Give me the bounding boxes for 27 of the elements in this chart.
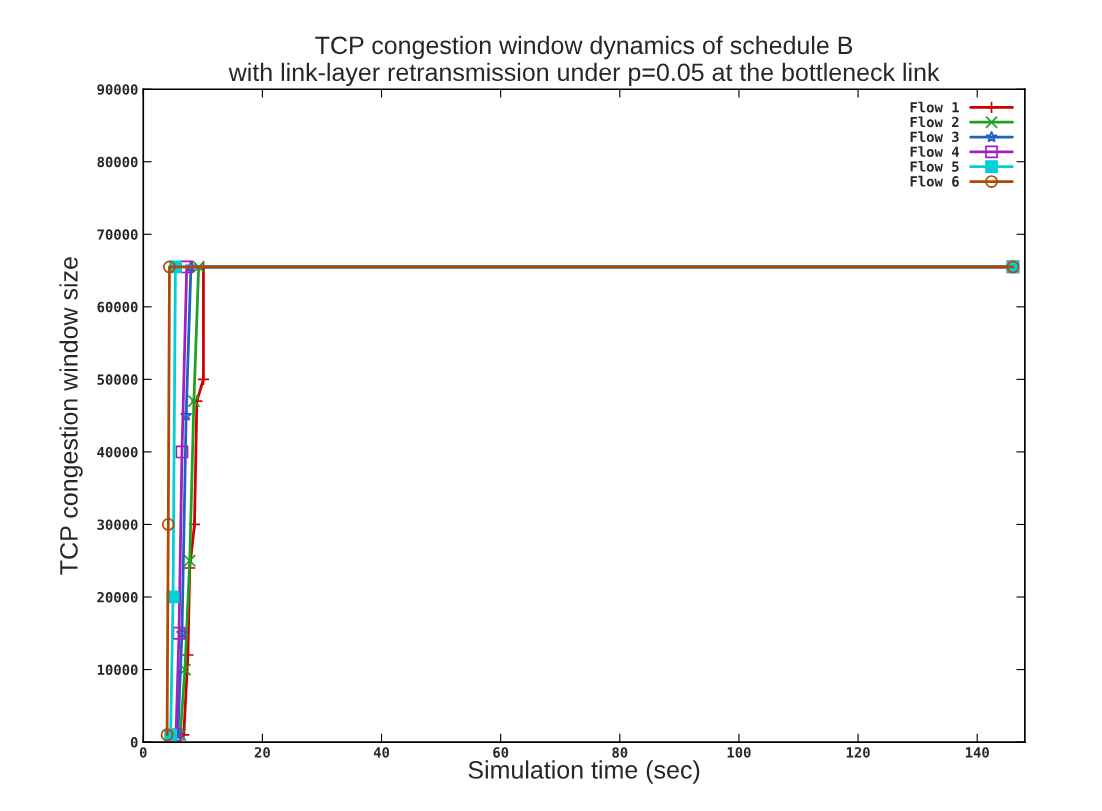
x-tick-label: 40 xyxy=(373,747,390,758)
x-tick-label: 80 xyxy=(612,747,628,758)
y-tick-label: 20000 xyxy=(97,591,138,603)
x-axis-title: Simulation time (sec) xyxy=(468,760,700,784)
x-tick-label: 0 xyxy=(139,747,147,758)
y-tick-label: 10000 xyxy=(97,664,138,675)
y-tick-label: 80000 xyxy=(97,156,138,168)
x-tick-label: 140 xyxy=(965,747,989,758)
legend-label: Flow 5 xyxy=(910,161,959,172)
y-tick-label: 90000 xyxy=(97,84,138,95)
y-tick-label: 30000 xyxy=(97,519,138,530)
y-axis-title: TCP congestion window size xyxy=(59,257,83,575)
y-tick-label: 70000 xyxy=(97,229,138,240)
legend-label: Flow 1 xyxy=(910,101,959,113)
legend-label: Flow 3 xyxy=(910,131,959,143)
x-tick-label: 20 xyxy=(254,747,270,758)
legend-label: Flow 6 xyxy=(910,175,959,187)
x-tick-label: 100 xyxy=(727,747,751,758)
x-tick-label: 120 xyxy=(846,747,870,758)
y-tick-label: 40000 xyxy=(97,446,138,458)
legend-label: Flow 4 xyxy=(910,146,959,157)
y-tick-label: 50000 xyxy=(97,374,138,385)
legend-label: Flow 2 xyxy=(910,116,959,128)
chart-title: TCP congestion window dynamics of schedule B with link-layer retransmission under p=0.05 at the bottleneck link xyxy=(228,35,940,87)
y-tick-label: 0 xyxy=(130,737,138,748)
x-tick-label: 60 xyxy=(493,747,509,758)
y-tick-label: 60000 xyxy=(97,301,138,313)
